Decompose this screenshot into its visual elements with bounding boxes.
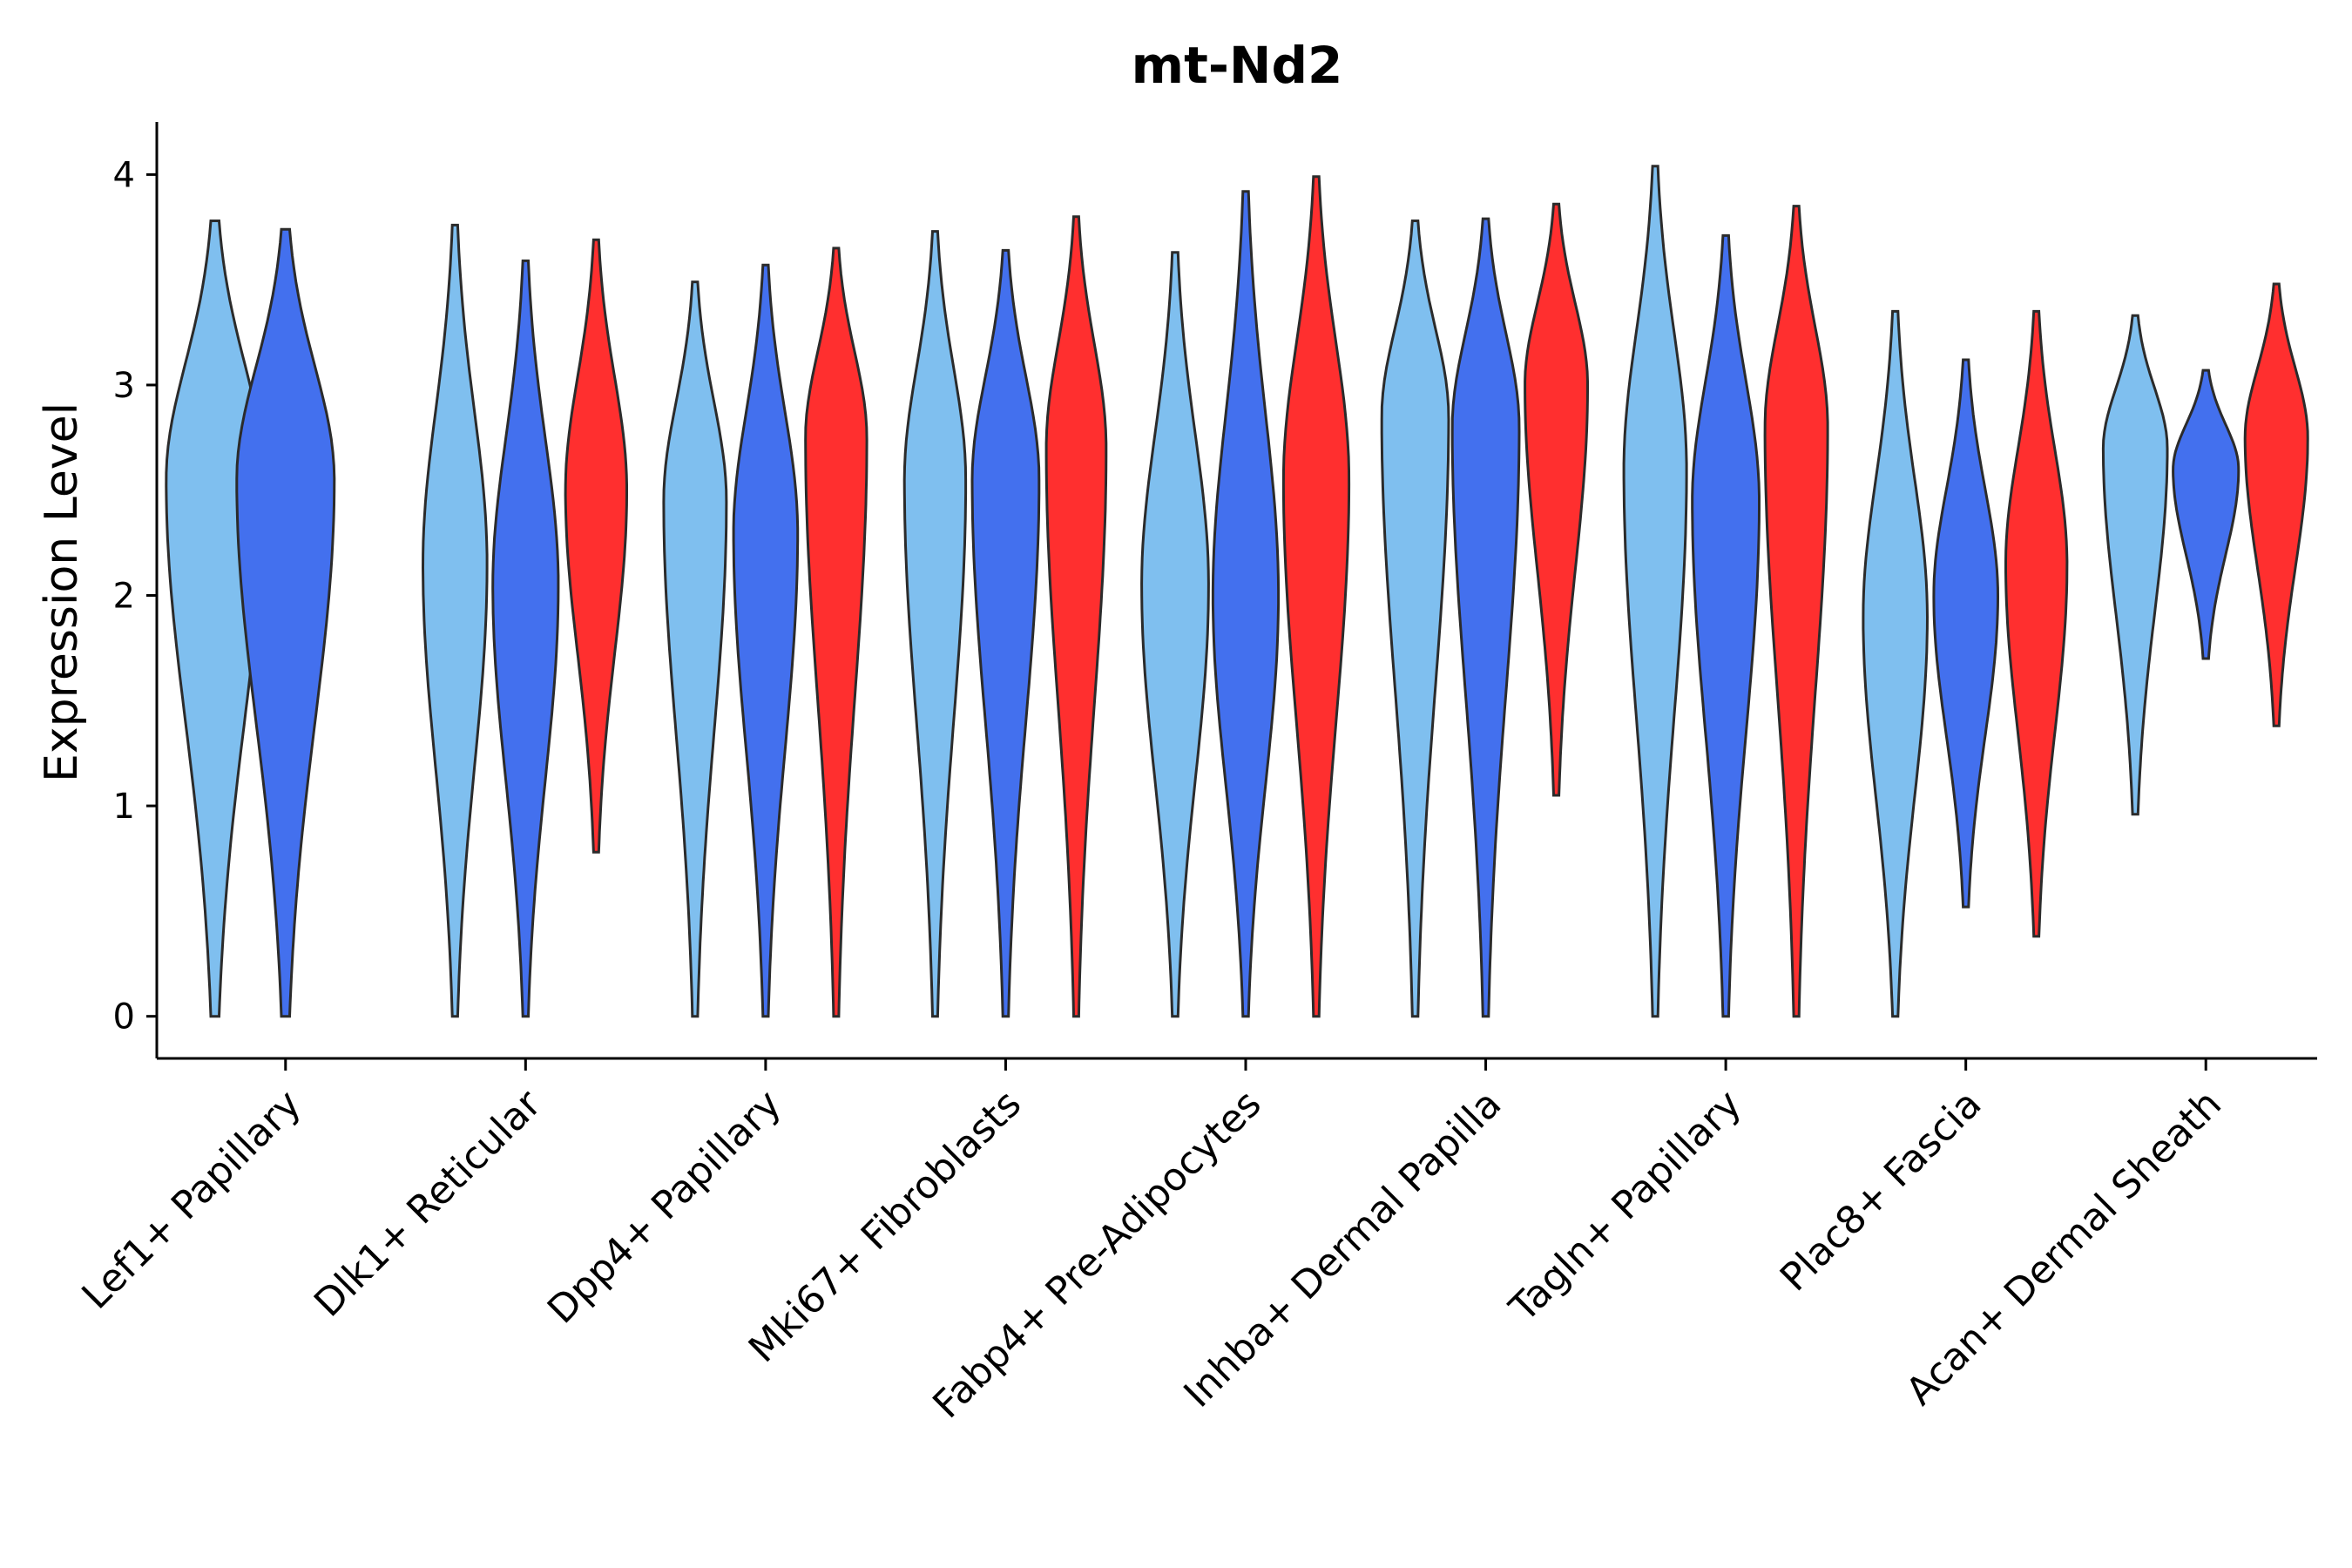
x-tick-label: Tagln+ Papillary — [1501, 1082, 1750, 1331]
violin-1-inhba-dermal-papilla — [1380, 220, 1450, 1018]
violin-1-fabp4-pre-adipocytes — [1140, 251, 1210, 1018]
chart-title: mt-Nd2 — [1132, 36, 1343, 95]
x-tick-label: Lef1+ Papillary — [73, 1082, 309, 1318]
violin-2-tagln-papillary — [1691, 233, 1761, 1018]
violin-1-tagln-papillary — [1622, 165, 1688, 1018]
violin-2-dlk1-reticular — [491, 259, 560, 1018]
y-axis-label: Expression Level — [36, 402, 88, 782]
violin-2-plac8-fascia — [1932, 358, 2000, 909]
violin-3-mki67-fibroblasts — [1044, 215, 1108, 1018]
violin-1-dpp4-papillary — [662, 280, 728, 1018]
violin-3-inhba-dermal-papilla — [1524, 202, 1589, 797]
violin-3-tagln-papillary — [1763, 205, 1829, 1018]
violin-3-dpp4-papillary — [804, 247, 868, 1018]
y-tick-label: 1 — [113, 787, 135, 827]
violin-2-inhba-dermal-papilla — [1450, 217, 1521, 1018]
violin-1-plac8-fascia — [1862, 309, 1930, 1018]
y-tick-label: 3 — [113, 366, 135, 406]
violin-3-dlk1-reticular — [564, 238, 628, 854]
x-tick-label: Plac8+ Fascia — [1772, 1082, 1990, 1301]
violin-3-fabp4-pre-adipocytes — [1281, 175, 1351, 1018]
violin-2-fabp4-pre-adipocytes — [1211, 190, 1281, 1018]
y-tick-label: 0 — [113, 997, 135, 1037]
y-tick-label: 2 — [113, 577, 135, 617]
x-tick-label: Dpp4+ Papillary — [539, 1082, 790, 1333]
violin-2-acan-dermal-sheath — [2172, 368, 2240, 660]
violin-1-dlk1-reticular — [421, 223, 489, 1018]
violin-3-acan-dermal-sheath — [2243, 282, 2309, 727]
violin-1-acan-dermal-sheath — [2101, 314, 2169, 816]
violin-2-lef1-papillary — [235, 227, 336, 1018]
x-tick-label: Mki67+ Fibroblasts — [740, 1082, 1030, 1371]
violin-3-plac8-fascia — [2004, 309, 2069, 938]
violins-group — [165, 165, 2309, 1018]
violin-2-dpp4-papillary — [732, 263, 800, 1018]
violin-2-mki67-fibroblasts — [970, 248, 1041, 1018]
violin-1-mki67-fibroblasts — [902, 230, 968, 1018]
y-tick-label: 4 — [113, 155, 135, 195]
x-tick-label: Dlk1+ Reticular — [306, 1081, 551, 1326]
violin-1-lef1-papillary — [165, 220, 266, 1018]
